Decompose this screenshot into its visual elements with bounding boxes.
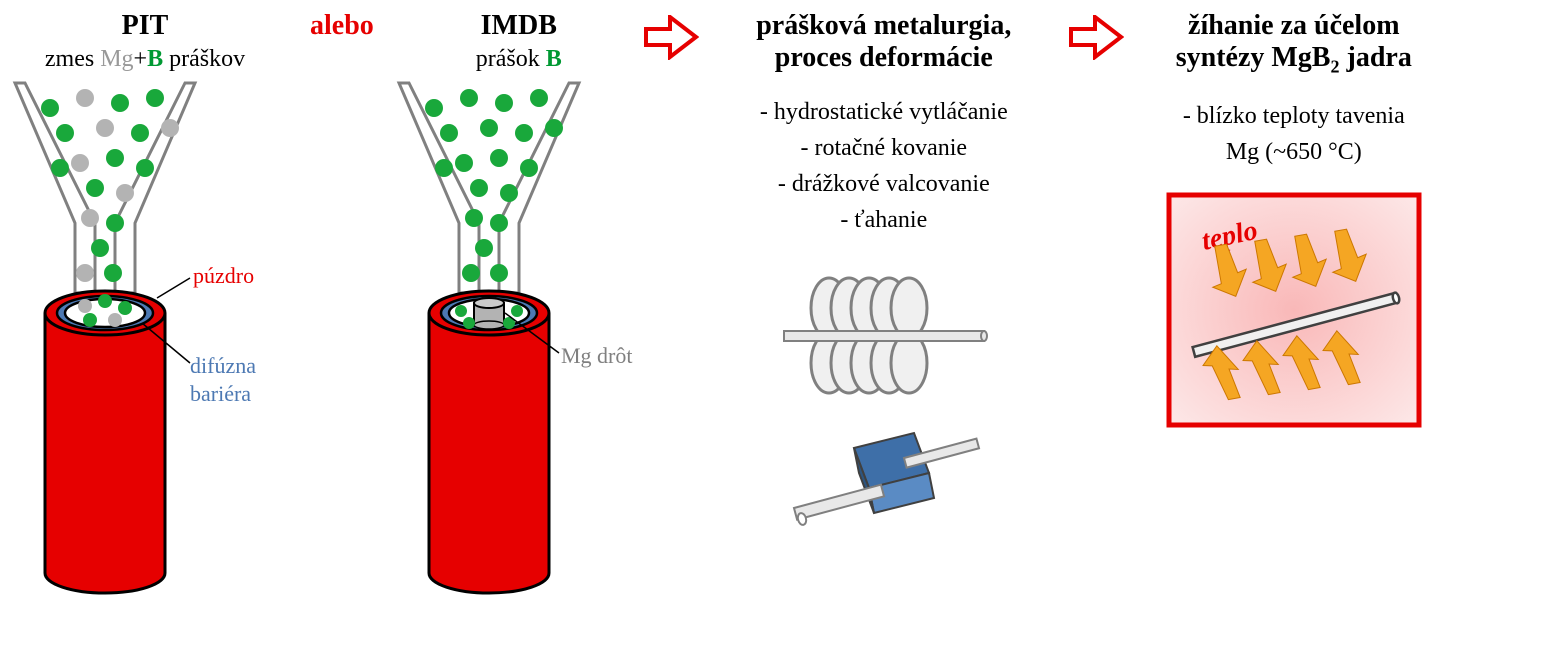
puzdro-label: púzdro	[193, 263, 254, 288]
heat-diagram: teplo	[1164, 190, 1424, 430]
rotary-swaging-icon	[774, 253, 994, 413]
step3-list: - blízko teploty tavenia Mg (~650 °C)	[1183, 98, 1405, 170]
or-label: alebo	[310, 10, 374, 42]
step3-title1: žíhanie za účelom	[1188, 10, 1400, 42]
imdb-section: IMDB prášok B	[404, 10, 634, 633]
difuzna-label-1: difúzna	[190, 353, 256, 378]
arrow-1-icon	[644, 15, 699, 60]
step3-title2: syntézy MgB2 jadra	[1176, 42, 1412, 78]
step2-section: prášková metalurgia, proces deformácie -…	[709, 10, 1059, 548]
pit-title: PIT	[122, 10, 169, 42]
pit-diagram: púzdro difúzna bariéra	[5, 73, 285, 633]
imdb-title: IMDB	[481, 10, 557, 42]
drawing-die-icon	[774, 418, 994, 548]
step2-title2: proces deformácie	[775, 42, 993, 74]
pit-section: PIT zmes Mg+B práškov	[10, 10, 280, 633]
difuzna-label-2: bariéra	[190, 381, 251, 406]
step3-section: žíhanie za účelom syntézy MgB2 jadra - b…	[1134, 10, 1454, 430]
step2-list: - hydrostatické vytláčanie - rotačné kov…	[760, 94, 1008, 238]
step2-title1: prášková metalurgia,	[756, 10, 1011, 42]
mg-wire-label: Mg drôt	[561, 343, 633, 368]
pit-subtitle: zmes Mg+B práškov	[45, 46, 245, 73]
arrow-2-icon	[1069, 15, 1124, 60]
imdb-subtitle: prášok B	[476, 46, 562, 73]
imdb-diagram: Mg drôt	[389, 73, 649, 633]
